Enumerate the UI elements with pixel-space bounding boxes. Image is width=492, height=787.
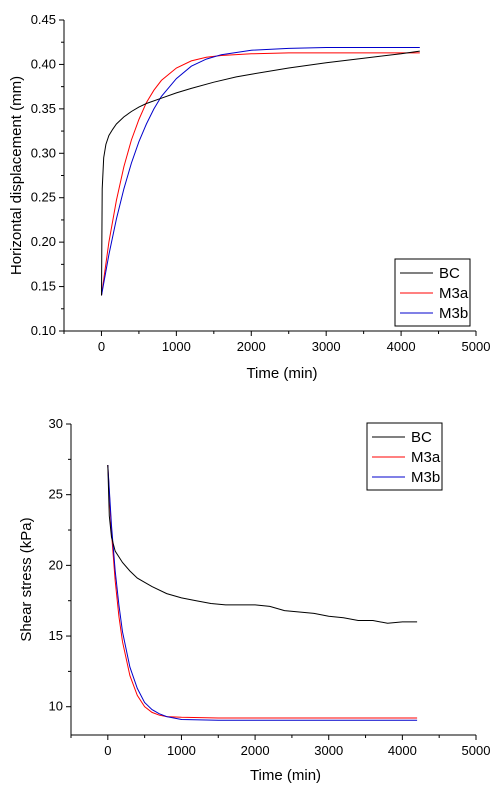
- legend-label-bc: BC: [439, 265, 460, 282]
- legend-label-m3b: M3b: [411, 469, 440, 486]
- series-line-bc: [107, 464, 418, 624]
- x-tick-label: 1000: [162, 339, 191, 354]
- y-tick-label: 0.35: [31, 101, 56, 116]
- series-line-m3b: [107, 464, 418, 721]
- chart-shear-stress: 0 1000 2000 3000 4000 5000 10 15 20 25 30 Time (min…: [18, 416, 490, 784]
- y-axis-title: Shear stress (kPa): [18, 517, 35, 641]
- x-tick-label: 5000: [462, 743, 491, 758]
- series-line-m3a: [101, 52, 420, 296]
- x-tick-label: 4000: [388, 743, 417, 758]
- x-axis-title: Time (min): [250, 767, 321, 784]
- x-tick-label: 3000: [314, 743, 343, 758]
- legend-label-bc: BC: [411, 429, 432, 446]
- legend-label-m3a: M3a: [439, 285, 469, 302]
- y-tick-label: 15: [49, 628, 63, 643]
- x-tick-label: 0: [98, 339, 105, 354]
- y-tick-label: 0.15: [31, 279, 56, 294]
- x-tick-label: 2000: [237, 339, 266, 354]
- series-line-m3a: [107, 464, 418, 719]
- x-tick-label: 4000: [387, 339, 416, 354]
- x-tick-label: 1000: [167, 743, 196, 758]
- y-tick-label: 25: [49, 487, 63, 502]
- y-tick-label: 0.45: [31, 12, 56, 27]
- chart-horizontal-displacement: 0 1000 2000 3000 4000 5000 0.10 0.15 0.20 0.25 0.3…: [8, 12, 490, 382]
- y-tick-label: 0.40: [31, 56, 56, 71]
- series-line-m3b: [101, 47, 420, 296]
- x-axis-title: Time (min): [246, 365, 317, 382]
- y-tick-label: 0.20: [31, 234, 56, 249]
- y-tick-label: 0.25: [31, 190, 56, 205]
- y-tick-label: 0.30: [31, 145, 56, 160]
- y-tick-label: 0.10: [31, 323, 56, 338]
- x-tick-label: 5000: [462, 339, 491, 354]
- legend-label-m3b: M3b: [439, 305, 468, 322]
- y-tick-label: 10: [49, 699, 63, 714]
- series-line-bc: [101, 50, 420, 296]
- x-tick-label: 3000: [312, 339, 341, 354]
- legend-label-m3a: M3a: [411, 449, 441, 466]
- y-tick-label: 30: [49, 416, 63, 431]
- y-tick-label: 20: [49, 557, 63, 572]
- y-axis-title: Horizontal displacement (mm): [8, 76, 25, 275]
- x-tick-label: 0: [104, 743, 111, 758]
- x-tick-label: 2000: [241, 743, 270, 758]
